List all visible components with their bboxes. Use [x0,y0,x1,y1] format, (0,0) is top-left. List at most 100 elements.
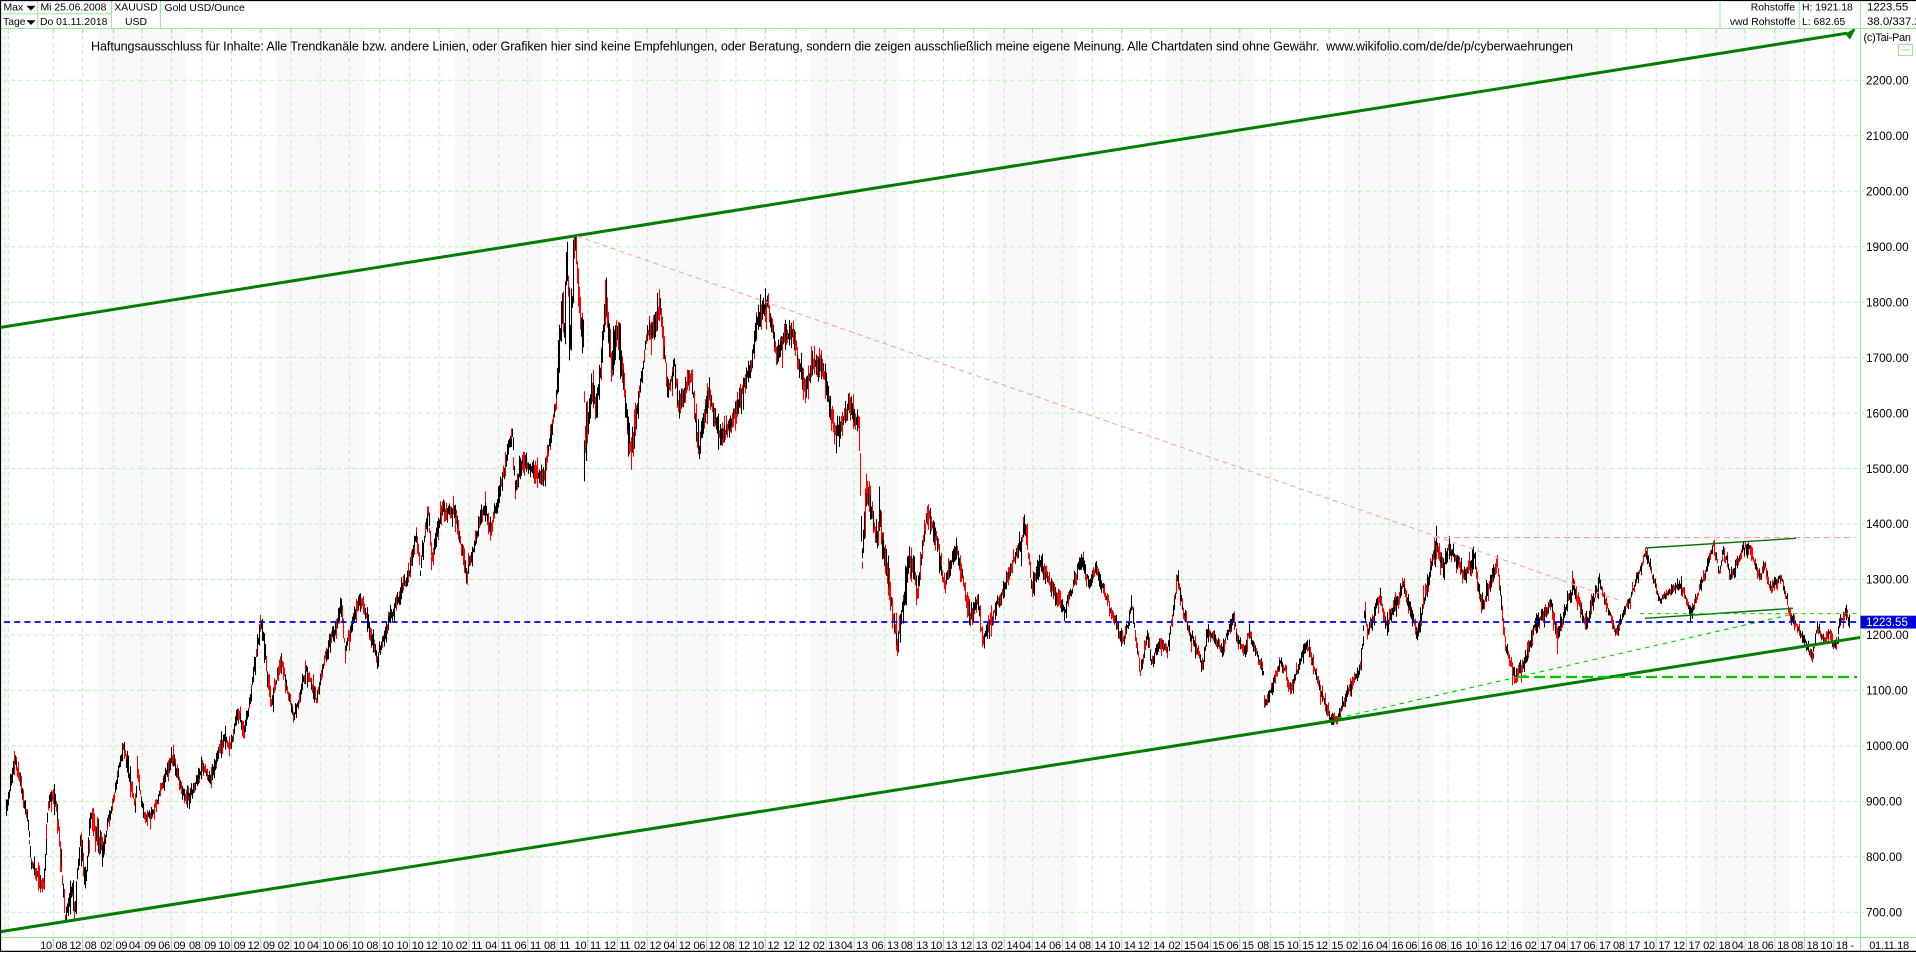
svg-text:13: 13 [828,940,840,952]
svg-text:17: 17 [1570,940,1582,952]
svg-text:1223.55: 1223.55 [1867,2,1908,14]
svg-text:04: 04 [129,940,141,952]
svg-text:11: 11 [471,940,482,952]
svg-text:04: 04 [1554,940,1566,952]
svg-text:13: 13 [976,940,988,952]
svg-text:12: 12 [738,940,750,952]
svg-text:02: 02 [1703,940,1715,952]
svg-text:Tage: Tage [3,17,26,28]
svg-text:04: 04 [841,940,853,952]
svg-text:Do 01.11.2018: Do 01.11.2018 [40,17,108,28]
svg-text:1500.00: 1500.00 [1866,462,1909,476]
svg-text:11: 11 [559,940,570,952]
svg-text:18: 18 [1719,940,1731,952]
svg-text:10: 10 [382,940,394,952]
svg-text:1223.55: 1223.55 [1866,616,1908,629]
svg-text:09: 09 [116,940,128,952]
svg-text:L: 682.65: L: 682.65 [1802,17,1846,28]
svg-text:14: 14 [1153,940,1165,952]
svg-text:15: 15 [1302,940,1314,952]
svg-text:06: 06 [1584,940,1596,952]
svg-text:2200.00: 2200.00 [1866,74,1909,88]
svg-text:12: 12 [649,940,661,952]
svg-text:04: 04 [307,940,319,952]
svg-text:02: 02 [991,940,1003,952]
svg-text:XAUUSD: XAUUSD [114,3,157,14]
svg-text:02: 02 [1525,940,1537,952]
svg-text:06: 06 [515,940,527,952]
svg-text:04: 04 [1732,940,1744,952]
svg-text:1600.00: 1600.00 [1866,406,1909,420]
svg-text:900.00: 900.00 [1866,795,1903,809]
svg-text:06: 06 [1762,940,1774,952]
svg-text:1000.00: 1000.00 [1866,739,1909,753]
svg-text:16: 16 [1450,940,1462,952]
svg-text:11: 11 [590,940,601,952]
svg-text:16: 16 [1362,940,1374,952]
svg-text:06: 06 [1049,940,1061,952]
svg-text:1200.00: 1200.00 [1866,628,1909,642]
svg-text:08: 08 [1079,940,1091,952]
svg-text:08: 08 [1435,940,1447,952]
svg-text:Haftungsausschluss für Inhalte: Haftungsausschluss für Inhalte: Alle Tre… [91,40,1573,54]
svg-text:04: 04 [1376,940,1388,952]
svg-text:06: 06 [1227,940,1239,952]
svg-text:08: 08 [56,940,68,952]
svg-text:12: 12 [1138,940,1150,952]
svg-text:08: 08 [544,940,556,952]
svg-text:15: 15 [1213,940,1225,952]
svg-text:08: 08 [901,940,913,952]
svg-text:(c)Tai-Pan: (c)Tai-Pan [1864,32,1911,44]
svg-text:10: 10 [1109,940,1121,952]
svg-text:12: 12 [604,940,616,952]
svg-text:1100.00: 1100.00 [1866,684,1908,698]
svg-text:18: 18 [1747,940,1759,952]
svg-text:06: 06 [336,940,348,952]
svg-text:18: 18 [1807,940,1819,952]
svg-text:14: 14 [1124,940,1136,952]
svg-text:02: 02 [278,940,290,952]
svg-text:1800.00: 1800.00 [1866,295,1909,309]
svg-text:Gold USD/Ounce: Gold USD/Ounce [165,3,245,14]
svg-text:12: 12 [1673,940,1685,952]
svg-text:17: 17 [1658,940,1670,952]
svg-text:10: 10 [40,940,52,952]
svg-text:12: 12 [798,940,810,952]
svg-text:08: 08 [1791,940,1803,952]
svg-text:700.00: 700.00 [1866,906,1903,920]
svg-text:16: 16 [1481,940,1493,952]
svg-text:17: 17 [1540,940,1552,952]
svg-text:15: 15 [1242,940,1254,952]
svg-text:12: 12 [783,940,795,952]
svg-text:02: 02 [456,940,468,952]
svg-text:10: 10 [352,940,364,952]
svg-text:04: 04 [1197,940,1209,952]
svg-text:04: 04 [663,940,675,952]
svg-text:06: 06 [693,940,705,952]
svg-text:1400.00: 1400.00 [1866,517,1909,531]
svg-text:14: 14 [1095,940,1107,952]
svg-text:10: 10 [1643,940,1655,952]
svg-text:16: 16 [1510,940,1522,952]
svg-text:04: 04 [485,940,497,952]
svg-text:10: 10 [575,940,587,952]
svg-text:Mi 25.06.2008: Mi 25.06.2008 [41,3,107,14]
svg-text:08: 08 [189,940,201,952]
svg-text:15: 15 [1331,940,1343,952]
svg-text:08: 08 [85,940,97,952]
svg-text:18: 18 [1836,940,1848,952]
svg-text:09: 09 [144,940,156,952]
svg-text:13: 13 [916,940,928,952]
svg-text:11: 11 [619,940,630,952]
svg-text:12: 12 [69,940,81,952]
svg-text:USD: USD [125,17,147,28]
svg-text:16: 16 [1392,940,1404,952]
svg-text:10: 10 [412,940,424,952]
svg-text:13: 13 [887,940,899,952]
svg-text:Max: Max [4,3,24,14]
svg-text:2100.00: 2100.00 [1866,129,1909,143]
svg-text:12: 12 [248,940,260,952]
svg-text:13: 13 [856,940,868,952]
svg-text:15: 15 [1184,940,1196,952]
svg-text:02: 02 [1346,940,1358,952]
